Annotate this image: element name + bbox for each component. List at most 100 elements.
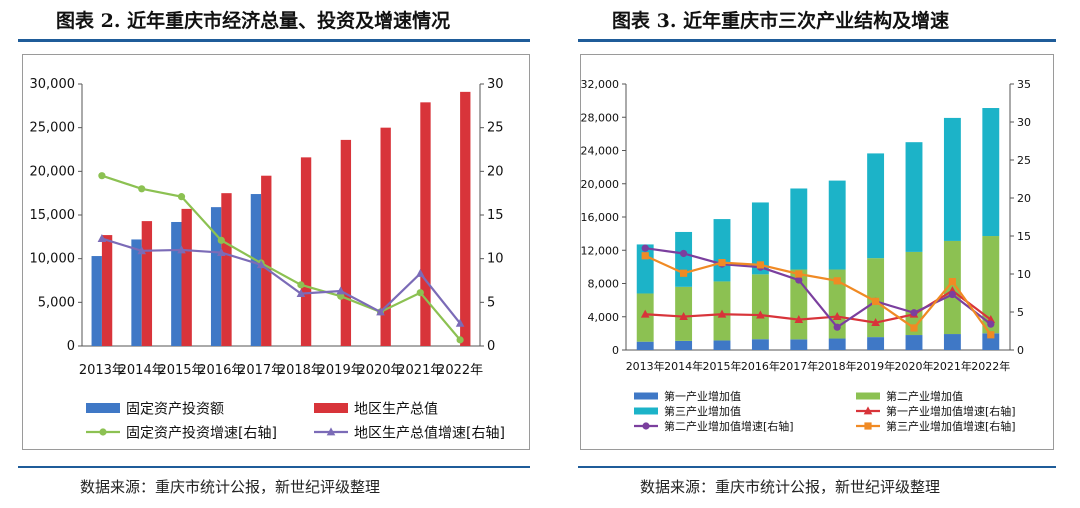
point-series-3 — [948, 278, 956, 286]
point-series-1 — [416, 289, 424, 297]
bar-series-1 — [171, 221, 182, 346]
legend-label: 第三产业增加值 — [664, 404, 741, 418]
right-tick-label: 25 — [1017, 154, 1031, 167]
point-series-2 — [177, 245, 186, 254]
x-tick-label: 2014年 — [119, 363, 165, 378]
legend-swatch — [86, 403, 120, 413]
legend-marker — [642, 422, 650, 430]
x-tick-label: 2016年 — [741, 359, 780, 373]
point-series-1 — [98, 172, 106, 180]
x-tick-label: 2021年 — [933, 359, 972, 373]
point-series-2 — [416, 268, 425, 277]
point-series-2 — [217, 247, 226, 256]
chart-frame — [22, 54, 530, 450]
bar-series-3 — [828, 180, 846, 270]
figure-3-source: 数据来源：重庆市统计公报，新世纪评级整理 — [640, 478, 941, 496]
bar-series-1 — [210, 207, 222, 346]
right-tick-label: 20 — [487, 164, 504, 179]
right-tick-label: 30 — [1017, 116, 1031, 129]
legend-label: 地区生产总值 — [354, 401, 438, 417]
legend-label: 第二产业增加值增速[右轴] — [664, 419, 794, 433]
x-tick-label: 2015年 — [158, 363, 204, 378]
bar-series-1 — [636, 341, 654, 350]
legend-swatch — [634, 407, 658, 415]
right-tick-label: 10 — [1017, 268, 1031, 281]
legend-swatch — [634, 392, 658, 400]
bar-series-2 — [380, 127, 391, 347]
bar-series-2 — [420, 102, 431, 346]
bar-series-1 — [905, 335, 923, 350]
left-tick-label: 0 — [67, 339, 75, 354]
point-series-1 — [138, 185, 146, 193]
point-series-3 — [641, 252, 649, 260]
bar-series-3 — [982, 108, 1000, 237]
left-tick-label: 30,000 — [30, 77, 76, 92]
bar-series-2 — [867, 258, 885, 338]
point-series-3 — [910, 324, 918, 332]
left-tick-label: 15,000 — [30, 208, 76, 223]
x-tick-label: 2013年 — [626, 359, 665, 373]
point-series-2 — [296, 289, 306, 297]
point-series-1 — [679, 311, 688, 320]
point-series-1 — [832, 311, 842, 320]
right-tick-label: 35 — [1017, 78, 1031, 91]
bar-series-1 — [982, 333, 1000, 350]
left-tick-label: 20,000 — [581, 178, 620, 191]
point-series-2 — [680, 249, 688, 258]
point-series-3 — [795, 270, 803, 278]
left-tick-label: 8,000 — [588, 278, 620, 291]
figure-3-title: 图表 3. 近年重庆市三次产业结构及增速 — [612, 10, 950, 32]
point-series-3 — [756, 261, 764, 269]
left-tick-label: 32,000 — [581, 78, 620, 91]
point-series-2 — [97, 233, 107, 242]
left-tick-label: 28,000 — [581, 111, 620, 124]
point-series-3 — [872, 297, 880, 305]
x-tick-label: 2015年 — [703, 359, 742, 373]
figure-3-chart: 0 4,000 8,000 12,000 16,000 20,000 24,000 28,00… — [580, 54, 1054, 450]
left-tick-label: 0 — [612, 344, 619, 357]
point-series-2 — [455, 318, 465, 327]
x-tick-label: 2022年 — [437, 363, 483, 378]
point-series-1 — [794, 315, 804, 323]
point-series-2 — [795, 276, 803, 284]
bar-series-2 — [221, 193, 232, 346]
legend-swatch — [314, 403, 348, 413]
right-tick-label: 5 — [1017, 306, 1024, 319]
right-tick-label: 5 — [487, 295, 495, 310]
legend-label: 固定资产投资增速[右轴] — [126, 425, 277, 441]
left-tick-label: 16,000 — [581, 211, 620, 224]
figure-2-title: 图表 2. 近年重庆市经济总量、投资及增速情况 — [56, 10, 451, 32]
legend-marker — [99, 428, 107, 436]
point-series-3 — [718, 259, 726, 267]
legend-label: 第一产业增加值 — [664, 389, 741, 403]
bar-series-2 — [982, 236, 1000, 334]
x-tick-label: 2018年 — [818, 359, 857, 373]
legend-label: 第三产业增加值增速[右轴] — [886, 419, 1016, 433]
left-tick-label: 12,000 — [581, 244, 620, 257]
right-tick-label: 30 — [487, 77, 504, 92]
bar-series-2 — [101, 235, 113, 346]
line-series-3 — [644, 254, 992, 336]
legend-label: 第一产业增加值增速[右轴] — [886, 404, 1016, 418]
bar-series-2 — [300, 157, 312, 346]
right-tick-label: 15 — [487, 208, 504, 223]
legend-label: 固定资产投资额 — [126, 401, 224, 417]
left-tick-label: 5,000 — [38, 295, 75, 310]
bar-series-1 — [675, 340, 693, 350]
legend-marker — [863, 406, 873, 415]
point-series-2 — [137, 246, 146, 255]
bar-series-2 — [340, 139, 352, 346]
chart-frame — [580, 54, 1054, 450]
bar-series-1 — [790, 339, 808, 350]
bar-series-1 — [91, 256, 102, 346]
bar-series-3 — [790, 188, 808, 270]
point-series-2 — [910, 309, 918, 317]
bar-series-3 — [943, 117, 961, 241]
figure-2-top-rule — [18, 39, 530, 42]
point-series-1 — [297, 281, 305, 289]
point-series-1 — [456, 336, 464, 344]
figure-3-bottom-rule — [578, 466, 1056, 468]
x-tick-label: 2019年 — [318, 363, 364, 378]
bar-series-1 — [751, 339, 769, 350]
point-series-2 — [948, 290, 956, 299]
